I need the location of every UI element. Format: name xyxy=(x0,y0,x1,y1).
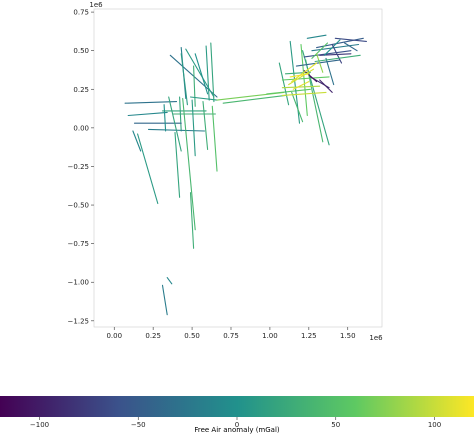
survey-line xyxy=(163,104,167,132)
y-tick-label: −1.25 xyxy=(68,317,89,325)
y-tick-label: −1.00 xyxy=(68,279,89,287)
x-offset-label: 1e6 xyxy=(369,334,383,342)
survey-line xyxy=(189,96,218,101)
colorbar-tick-label: 0 xyxy=(235,421,239,429)
survey-line xyxy=(202,101,209,151)
x-tick-label: 0.00 xyxy=(106,332,122,340)
survey-line xyxy=(210,42,215,103)
survey-line xyxy=(334,37,367,42)
survey-line xyxy=(124,101,178,104)
survey-line xyxy=(291,62,318,83)
survey-line xyxy=(137,133,159,205)
survey-line xyxy=(311,43,360,52)
survey-line xyxy=(288,68,315,86)
x-tick-label: 1.50 xyxy=(340,332,356,340)
y-tick-label: 0.75 xyxy=(73,9,89,17)
x-axis-ticks: 0.00 0.25 0.50 0.75 1.00 1.25 1.50 xyxy=(106,327,356,340)
survey-line xyxy=(323,39,341,56)
survey-line xyxy=(132,130,142,152)
survey-line xyxy=(166,277,173,285)
survey-line xyxy=(303,70,318,83)
survey-line xyxy=(168,96,182,152)
colorbar-tick-label: −50 xyxy=(131,421,146,429)
y-tick-label: −0.50 xyxy=(68,202,89,210)
survey-line xyxy=(127,111,168,117)
y-tick-label: −0.75 xyxy=(68,240,89,248)
x-tick-label: 0.50 xyxy=(184,332,200,340)
y-tick-label: 0.00 xyxy=(73,124,89,132)
survey-line xyxy=(314,54,361,63)
survey-line xyxy=(331,43,343,64)
y-axis-ticks: 0.75 0.50 0.25 0.00 −0.25 −0.50 −0.75 −1.00 −1.2… xyxy=(68,9,94,325)
survey-line xyxy=(222,94,287,104)
y-tick-label: −0.25 xyxy=(68,163,89,171)
survey-line xyxy=(161,284,168,316)
colorbar-ticks: −100 −50 0 50 100 xyxy=(30,417,441,429)
plot-area xyxy=(93,8,383,328)
survey-line xyxy=(185,48,215,98)
survey-line xyxy=(295,59,341,67)
y-offset-label: 1e6 xyxy=(89,1,103,9)
survey-line xyxy=(291,91,304,123)
survey-line xyxy=(180,53,188,106)
survey-line xyxy=(302,50,330,146)
survey-line xyxy=(306,34,327,39)
colorbar-tick-label: 50 xyxy=(331,421,340,429)
survey-line xyxy=(193,65,196,107)
colorbar-tick-label: −100 xyxy=(30,421,49,429)
survey-line xyxy=(303,50,352,58)
survey-line xyxy=(189,192,195,249)
survey-line xyxy=(300,43,308,117)
survey-line xyxy=(174,131,181,198)
survey-line xyxy=(211,105,218,172)
survey-line xyxy=(266,88,311,95)
survey-line xyxy=(319,79,333,93)
survey-line xyxy=(325,57,335,86)
survey-line xyxy=(281,91,327,96)
y-tick-label: 0.50 xyxy=(73,47,89,55)
survey-line xyxy=(292,81,310,90)
survey-line xyxy=(281,76,330,81)
colorbar-tick-label: 100 xyxy=(428,421,441,429)
x-tick-label: 0.25 xyxy=(145,332,161,340)
colorbar xyxy=(0,396,474,417)
survey-line xyxy=(278,62,290,106)
x-tick-label: 1.25 xyxy=(301,332,317,340)
survey-line xyxy=(191,99,196,157)
survey-line xyxy=(194,53,209,95)
x-tick-label: 1.00 xyxy=(262,332,278,340)
survey-line xyxy=(182,97,196,231)
survey-line xyxy=(205,45,210,101)
x-tick-label: 0.75 xyxy=(223,332,239,340)
y-tick-label: 0.25 xyxy=(73,86,89,94)
survey-line xyxy=(311,42,329,59)
survey-line xyxy=(344,42,358,52)
survey-line xyxy=(289,73,310,78)
survey-lines xyxy=(124,34,367,316)
survey-line xyxy=(281,85,321,89)
survey-line xyxy=(316,53,324,73)
colorbar-label: Free Air anomaly (mGal) xyxy=(194,426,280,434)
